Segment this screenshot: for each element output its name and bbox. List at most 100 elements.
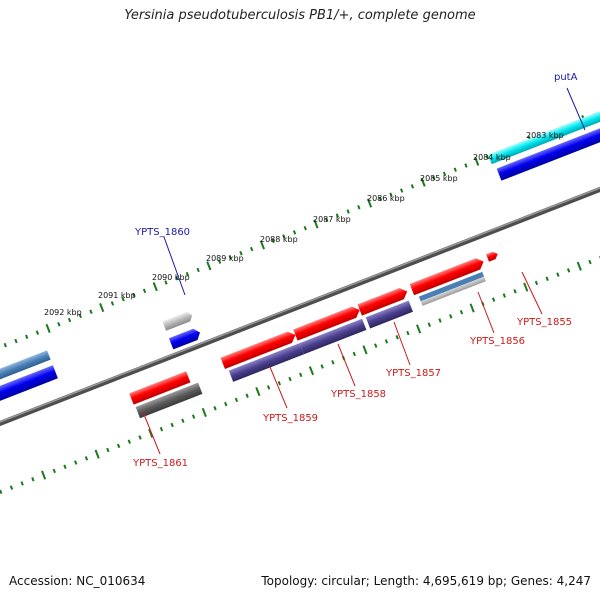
minor-tick: [89, 309, 93, 314]
gene-left-steelblue[interactable]: [0, 350, 51, 391]
label-YPTS_1860[interactable]: YPTS_1860: [134, 227, 190, 238]
gene-YPTS_1861-red[interactable]: [129, 371, 191, 405]
minor-tick: [159, 426, 164, 432]
major-tick: [259, 240, 265, 250]
minor-tick: [406, 330, 410, 336]
minor-tick: [181, 418, 185, 424]
minor-tick: [400, 188, 404, 193]
minor-tick: [346, 209, 350, 214]
minor-tick: [453, 167, 457, 172]
gene-YPTS_1860-blue[interactable]: [168, 327, 202, 350]
label-YPTS_1859[interactable]: YPTS_1859: [262, 413, 318, 424]
minor-tick: [303, 225, 307, 231]
minor-tick: [170, 422, 174, 428]
accession-text: Accession: NC_010634: [9, 574, 146, 588]
minor-tick: [121, 296, 125, 302]
minor-tick: [459, 309, 464, 315]
minor-tick: [491, 297, 496, 302]
callout-YPTS_1855: [521, 271, 543, 315]
gene-YPTS_1857-red[interactable]: [357, 286, 410, 316]
tick-label-group: 2083 kbp 2084 kbp 2085 kbp 2086 kbp 2087…: [44, 131, 564, 317]
major-tick: [41, 470, 47, 480]
minor-tick: [449, 314, 453, 319]
minor-tick: [288, 376, 292, 382]
minor-tick: [534, 280, 539, 286]
gene-YPTS_1860-grey[interactable]: [162, 311, 194, 331]
minor-tick: [63, 464, 67, 469]
label-YPTS_1857[interactable]: YPTS_1857: [385, 368, 441, 379]
callout-YPTS_1858: [337, 343, 356, 387]
major-tick: [99, 302, 105, 313]
minor-tick: [25, 334, 29, 340]
minor-tick: [320, 364, 324, 369]
gene-YPTS_1857-purple[interactable]: [365, 300, 413, 329]
major-tick: [420, 177, 426, 187]
gene-YPTS_1859-red[interactable]: [220, 329, 298, 369]
minor-tick: [588, 259, 592, 265]
minor-tick: [74, 460, 78, 465]
inner-tick-track: [0, 255, 600, 495]
gene-YPTS_1856-mixed[interactable]: [418, 271, 486, 306]
minor-tick: [357, 205, 361, 210]
gene-left-blue[interactable]: [0, 365, 58, 410]
major-tick: [366, 198, 373, 208]
minor-tick: [132, 292, 136, 298]
outer-tick-track: [3, 113, 597, 348]
minor-tick: [217, 259, 222, 264]
label-YPTS_1855[interactable]: YPTS_1855: [516, 317, 572, 328]
minor-tick: [545, 276, 549, 281]
minor-tick: [213, 406, 217, 411]
major-tick: [45, 323, 51, 333]
minor-tick: [438, 318, 442, 323]
minor-tick: [513, 289, 517, 294]
callout-putA: [566, 87, 586, 131]
gene-YPTS_1856-red[interactable]: [409, 256, 486, 296]
minor-tick: [20, 481, 24, 486]
tick-label-2085: 2085 kbp: [420, 174, 458, 183]
gene-YPTS_1861-grey[interactable]: [135, 382, 203, 419]
label-YPTS_1856[interactable]: YPTS_1856: [469, 336, 525, 347]
gene-putA-blue[interactable]: [496, 121, 600, 181]
minor-tick: [384, 339, 389, 344]
minor-tick: [35, 330, 40, 335]
tick-label-2086: 2086 kbp: [367, 194, 405, 203]
gene-YPTS_1859-purple[interactable]: [228, 343, 304, 382]
major-tick: [148, 428, 154, 438]
major-tick: [94, 449, 100, 459]
major-tick: [255, 386, 261, 397]
tick-label-2084: 2084 kbp: [473, 153, 511, 162]
major-tick: [201, 407, 207, 417]
minor-tick: [138, 435, 142, 440]
minor-tick: [245, 393, 249, 398]
minor-tick: [175, 276, 179, 281]
minor-tick: [410, 184, 415, 189]
minor-tick: [427, 322, 431, 327]
gene-YPTS_1858-red[interactable]: [293, 304, 362, 341]
minor-tick: [271, 238, 275, 243]
minor-tick: [110, 301, 115, 306]
callout-YPTS_1856: [477, 291, 495, 334]
minor-tick: [31, 477, 35, 482]
major-tick: [308, 366, 315, 376]
callout-lines: [142, 87, 586, 455]
label-YPTS_1861[interactable]: YPTS_1861: [132, 458, 188, 469]
callout-YPTS_1860: [163, 236, 186, 296]
minor-tick: [106, 447, 110, 453]
minor-tick: [196, 267, 200, 273]
minor-tick: [191, 414, 196, 419]
minor-tick: [325, 217, 329, 223]
genome-backbone-highlight: [0, 172, 600, 436]
gene-YPTS_1855[interactable]: [486, 250, 499, 262]
minor-tick: [164, 280, 168, 285]
minor-tick: [502, 293, 506, 298]
minor-tick: [331, 360, 335, 365]
minor-tick: [266, 385, 271, 390]
gene-YPTS_1858-purple[interactable]: [299, 318, 367, 355]
minor-tick: [395, 335, 399, 340]
label-YPTS_1858[interactable]: YPTS_1858: [330, 389, 386, 400]
minor-tick: [239, 251, 243, 256]
gene-putA-cyan[interactable]: [488, 106, 600, 165]
minor-tick: [464, 163, 468, 168]
label-putA[interactable]: putA: [554, 72, 578, 83]
